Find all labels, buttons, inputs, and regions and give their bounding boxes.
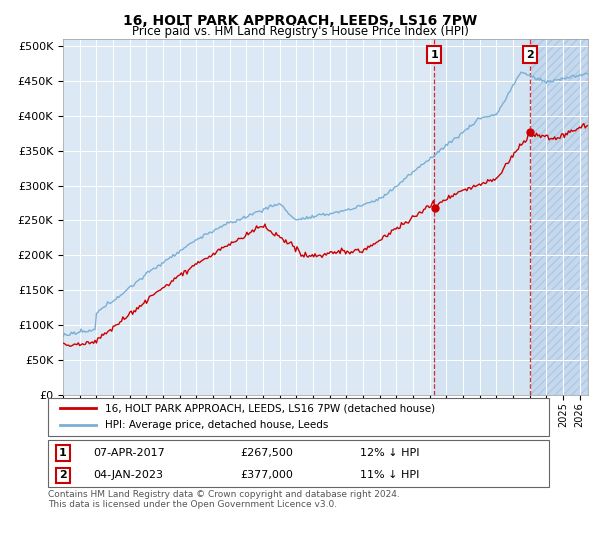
Text: HPI: Average price, detached house, Leeds: HPI: Average price, detached house, Leed… xyxy=(105,420,328,430)
Text: 16, HOLT PARK APPROACH, LEEDS, LS16 7PW (detached house): 16, HOLT PARK APPROACH, LEEDS, LS16 7PW … xyxy=(105,403,435,413)
Text: 1: 1 xyxy=(59,448,67,458)
Text: £377,000: £377,000 xyxy=(240,470,293,480)
Text: 11% ↓ HPI: 11% ↓ HPI xyxy=(360,470,419,480)
Bar xyxy=(434,39,530,395)
Bar xyxy=(530,39,588,395)
Text: 16, HOLT PARK APPROACH, LEEDS, LS16 7PW: 16, HOLT PARK APPROACH, LEEDS, LS16 7PW xyxy=(123,14,477,28)
Text: 2: 2 xyxy=(526,49,534,59)
Text: 1: 1 xyxy=(430,49,438,59)
Text: 2: 2 xyxy=(59,470,67,480)
Text: Contains HM Land Registry data © Crown copyright and database right 2024.
This d: Contains HM Land Registry data © Crown c… xyxy=(48,490,400,510)
Text: 04-JAN-2023: 04-JAN-2023 xyxy=(93,470,163,480)
Text: 07-APR-2017: 07-APR-2017 xyxy=(93,448,165,458)
Text: £267,500: £267,500 xyxy=(240,448,293,458)
Text: 12% ↓ HPI: 12% ↓ HPI xyxy=(360,448,419,458)
Text: Price paid vs. HM Land Registry's House Price Index (HPI): Price paid vs. HM Land Registry's House … xyxy=(131,25,469,38)
